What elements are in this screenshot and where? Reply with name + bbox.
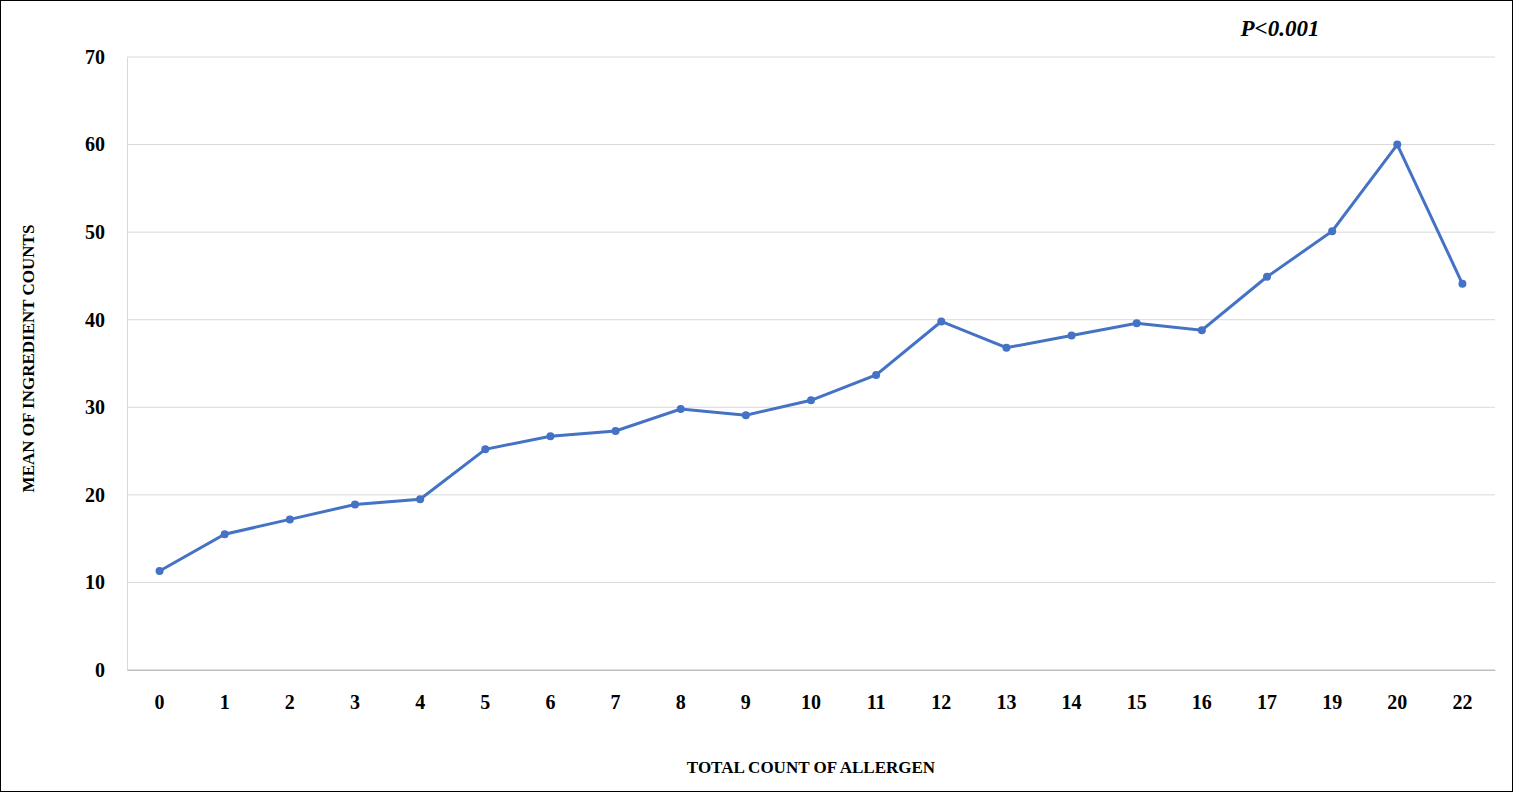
x-tick-label: 20: [1387, 691, 1407, 713]
data-point: [1068, 331, 1076, 339]
x-tick-label: 6: [545, 691, 555, 713]
x-tick-label: 15: [1127, 691, 1147, 713]
x-tick: 20: [1387, 670, 1407, 713]
x-tick: 5: [480, 670, 490, 713]
annotation: P<0.001: [1240, 16, 1320, 41]
data-point: [1458, 280, 1466, 288]
x-tick-label: 2: [285, 691, 295, 713]
data-point: [1393, 141, 1401, 149]
x-axis-line: [128, 670, 1496, 671]
x-tick-label: 22: [1452, 691, 1472, 713]
y-axis: 0 10 20 30 40 50 60 70: [85, 46, 128, 681]
data-point: [1133, 319, 1141, 327]
y-tick-label: 70: [85, 46, 105, 68]
x-tick: 22: [1452, 670, 1472, 713]
data-point: [937, 317, 945, 325]
x-tick: 14: [1062, 670, 1082, 713]
x-tick-label: 3: [350, 691, 360, 713]
x-axis: 01234567891011121314151617192022: [128, 670, 1496, 713]
y-tick-label: 30: [85, 396, 105, 418]
grid-line: [127, 319, 1495, 320]
x-tick: 7: [611, 670, 621, 713]
x-tick-label: 13: [996, 691, 1016, 713]
data-point: [872, 371, 880, 379]
y-tick: 0: [95, 659, 127, 681]
x-tick-label: 0: [155, 691, 165, 713]
x-tick-label: 17: [1257, 691, 1277, 713]
x-tick: 12: [931, 670, 951, 713]
x-tick-label: 10: [801, 691, 821, 713]
y-axis-title: MEAN OF INGREDIENT COUNTS: [19, 225, 38, 493]
data-point: [1328, 227, 1336, 235]
y-tick: 20: [85, 484, 127, 506]
x-tick-label: 4: [415, 691, 425, 713]
x-tick: 13: [996, 670, 1016, 713]
grid: [127, 57, 1495, 670]
data-point: [807, 396, 815, 404]
y-tick-label: 10: [85, 571, 105, 593]
y-tick: 50: [85, 221, 127, 243]
data-point: [1198, 326, 1206, 334]
x-tick: 4: [415, 670, 425, 713]
x-tick: 19: [1322, 670, 1342, 713]
x-tick: 16: [1192, 670, 1212, 713]
data-point: [677, 405, 685, 413]
data-point: [1263, 273, 1271, 281]
x-tick: 0: [155, 670, 165, 713]
y-axis-line: [127, 58, 128, 671]
x-tick-label: 1: [220, 691, 230, 713]
x-tick-label: 16: [1192, 691, 1212, 713]
y-tick-label: 50: [85, 221, 105, 243]
data-point: [1002, 344, 1010, 352]
grid-line: [127, 144, 1495, 145]
data-point: [221, 530, 229, 538]
x-axis-title: TOTAL COUNT OF ALLERGEN: [687, 758, 936, 777]
plot-area: [156, 141, 1467, 575]
data-point: [416, 495, 424, 503]
x-tick: 10: [801, 670, 821, 713]
data-point: [481, 445, 489, 453]
y-tick-label: 60: [85, 133, 105, 155]
x-tick-label: 7: [611, 691, 621, 713]
x-tick: 2: [285, 670, 295, 713]
series-line: [160, 145, 1463, 571]
x-tick-label: 5: [480, 691, 490, 713]
x-tick-label: 19: [1322, 691, 1342, 713]
x-tick-label: 12: [931, 691, 951, 713]
x-tick: 8: [676, 670, 686, 713]
grid-line: [127, 232, 1495, 233]
grid-line: [127, 494, 1495, 495]
y-tick-label: 0: [95, 659, 105, 681]
x-tick: 3: [350, 670, 360, 713]
y-tick-label: 40: [85, 309, 105, 331]
y-tick: 60: [85, 133, 127, 155]
data-point: [612, 427, 620, 435]
x-tick: 9: [741, 670, 751, 713]
data-point: [742, 411, 750, 419]
x-tick-label: 14: [1062, 691, 1082, 713]
x-tick-label: 11: [867, 691, 886, 713]
grid-line: [127, 407, 1495, 408]
y-tick-label: 20: [85, 484, 105, 506]
x-tick: 15: [1127, 670, 1147, 713]
data-point: [286, 515, 294, 523]
y-tick: 40: [85, 309, 127, 331]
data-point: [156, 567, 164, 575]
x-tick-label: 8: [676, 691, 686, 713]
x-tick: 17: [1257, 670, 1277, 713]
x-tick: 6: [545, 670, 555, 713]
grid-line: [127, 57, 1495, 58]
y-tick: 70: [85, 46, 127, 68]
grid-line: [127, 582, 1495, 583]
y-tick: 30: [85, 396, 127, 418]
y-tick: 10: [85, 571, 127, 593]
x-tick-label: 9: [741, 691, 751, 713]
x-tick: 1: [220, 670, 230, 713]
data-point: [546, 432, 554, 440]
x-tick: 11: [867, 670, 886, 713]
grid-line: [127, 670, 1495, 671]
data-point: [351, 500, 359, 508]
chart: 0102030405060700123456789101112131415161…: [0, 0, 1513, 792]
frame: [1, 1, 1513, 792]
